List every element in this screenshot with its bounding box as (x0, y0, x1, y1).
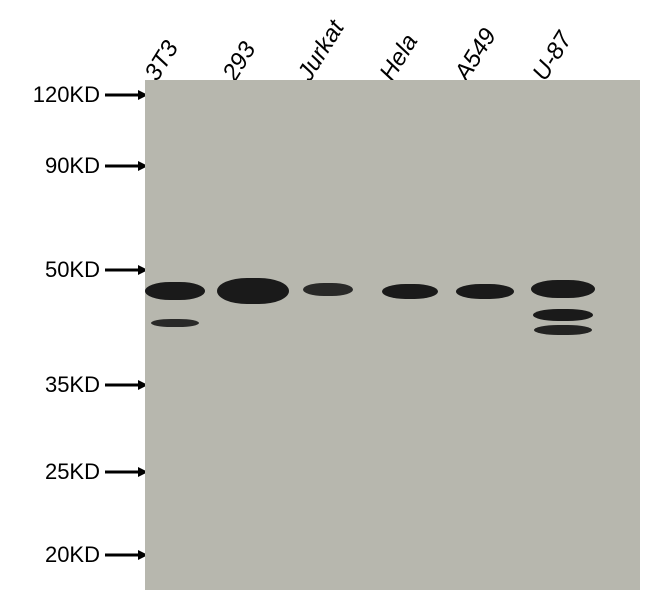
lane-label-3t3: 3T3 (139, 36, 185, 86)
band (531, 280, 595, 298)
marker-arrow-25 (105, 464, 150, 480)
lane-label-hela: Hela (374, 29, 424, 86)
marker-label-90: 90KD (45, 153, 100, 179)
marker-arrow-20 (105, 547, 150, 563)
band (533, 309, 593, 321)
band (151, 319, 199, 327)
blot-membrane (145, 80, 640, 590)
marker-arrow-90 (105, 158, 150, 174)
band (217, 278, 289, 304)
marker-label-35: 35KD (45, 372, 100, 398)
band (303, 283, 353, 296)
lane-label-jurkat: Jurkat (292, 16, 350, 86)
marker-label-25: 25KD (45, 459, 100, 485)
lane-label-a549: A549 (449, 24, 502, 86)
marker-label-20: 20KD (45, 542, 100, 568)
marker-label-50: 50KD (45, 257, 100, 283)
lane-label-293: 293 (217, 37, 262, 86)
figure-container: 120KD 90KD 50KD 35KD 25KD 20KD 3T3 293 J… (0, 0, 650, 602)
band (382, 284, 438, 299)
band (534, 325, 592, 335)
marker-arrow-120 (105, 87, 150, 103)
marker-label-120: 120KD (33, 82, 100, 108)
marker-arrow-50 (105, 262, 150, 278)
marker-arrow-35 (105, 377, 150, 393)
band (145, 282, 205, 300)
lane-label-u87: U-87 (527, 27, 578, 86)
band (456, 284, 514, 299)
